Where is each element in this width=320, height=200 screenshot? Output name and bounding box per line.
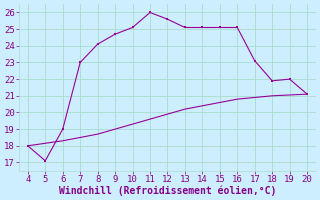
X-axis label: Windchill (Refroidissement éolien,°C): Windchill (Refroidissement éolien,°C) (59, 185, 276, 196)
